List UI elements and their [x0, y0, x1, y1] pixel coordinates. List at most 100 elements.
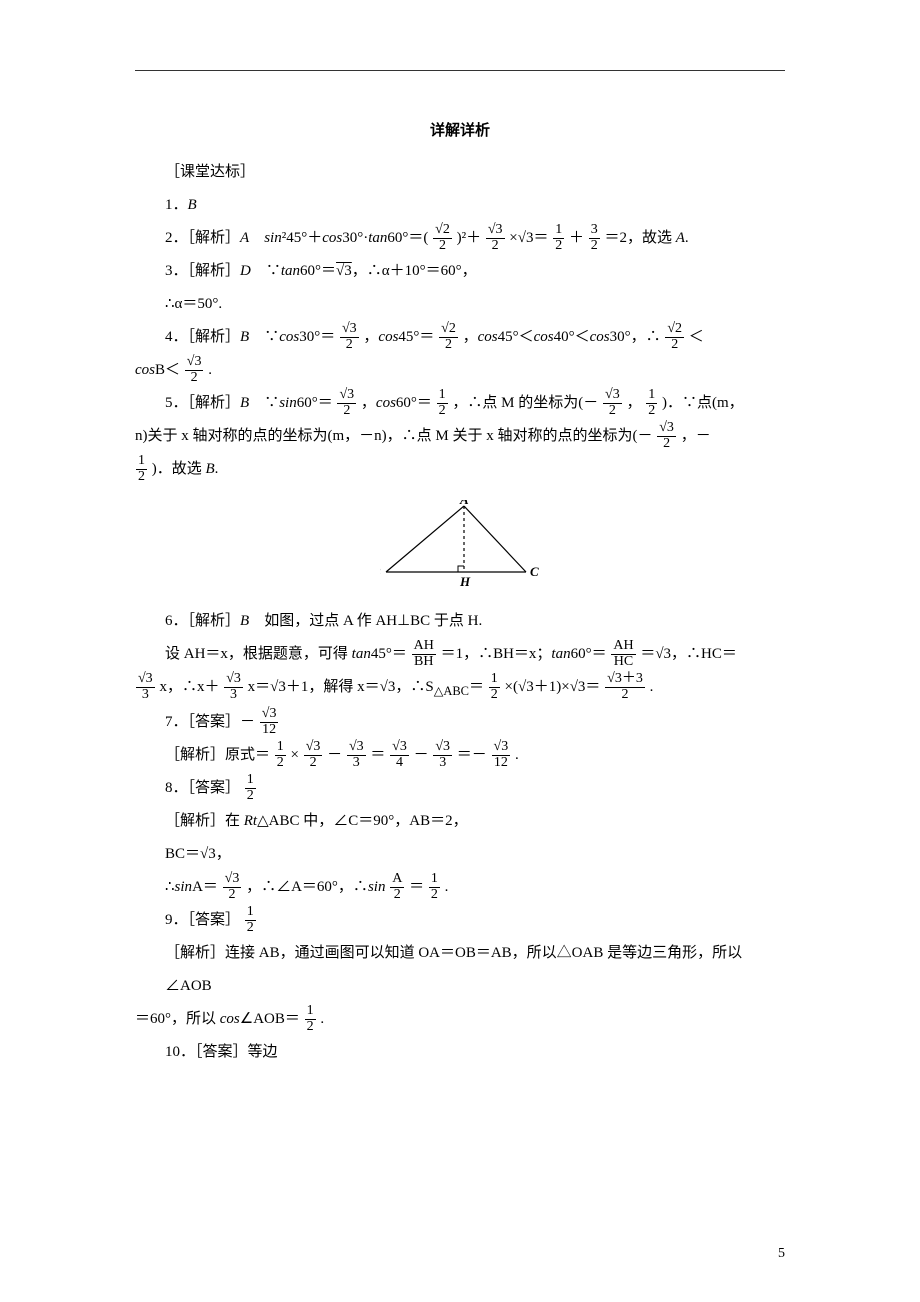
answer-9c: ＝60°，所以 cos∠AOB＝ 12 .	[135, 1003, 785, 1036]
fraction: √22	[433, 223, 452, 253]
den: 2	[340, 338, 359, 353]
fraction: 12	[437, 388, 448, 418]
den: 2	[245, 921, 256, 936]
answer-6b: 设 AH＝x，根据题意，可得 tan45°＝ AHBH ＝1，∴BH＝x；tan…	[135, 638, 785, 671]
num: 3	[589, 223, 600, 239]
num: √3	[136, 672, 155, 688]
text: )²＋	[457, 230, 482, 246]
num: √3＋3	[605, 672, 645, 688]
text: ［解析］原式＝	[165, 747, 270, 763]
fraction: 12	[275, 740, 286, 770]
fraction: AHHC	[611, 639, 635, 669]
answer-4: 4．［解析］B ∵cos30°＝ √32 ，cos45°＝ √22 ，cos45…	[135, 321, 785, 354]
num: √3	[337, 388, 356, 404]
fraction: √32	[304, 740, 323, 770]
text: .	[208, 362, 212, 378]
fraction: √22	[665, 322, 684, 352]
document-page: 详解详析 ［课堂达标］ 1．B 2．［解析］A sin²45°＋cos30°·t…	[0, 0, 920, 1302]
num: √3	[260, 707, 279, 723]
text: ×(√3＋1)×√3＝	[505, 679, 601, 695]
fraction: √32	[185, 355, 204, 385]
num: 1	[437, 388, 448, 404]
num: AH	[611, 639, 635, 655]
text: .	[650, 679, 654, 695]
num: √3	[390, 740, 409, 756]
fraction: 12	[429, 872, 440, 902]
den: 3	[224, 688, 243, 703]
den: 2	[646, 404, 657, 419]
text: ，－	[681, 428, 711, 444]
svg-text:C: C	[530, 564, 539, 579]
answer-8b: ［解析］在 Rt△ABC 中，∠C＝90°，AB＝2，	[135, 805, 785, 838]
fraction: √22	[439, 322, 458, 352]
text: ×√3＝	[509, 230, 548, 246]
answer-3: 3．［解析］D ∵tan60°＝√3，∴α＋10°＝60°，	[135, 255, 785, 288]
text: 7．［答案］－	[165, 714, 255, 730]
num: √3	[304, 740, 323, 756]
answer-3b: ∴α＝50°.	[135, 288, 785, 321]
den: 2	[603, 404, 622, 419]
text: 2．［解析］A sin²45°＋cos30°·tan60°＝(	[165, 230, 428, 246]
fraction: √32	[340, 322, 359, 352]
num: √3	[347, 740, 366, 756]
den: 2	[337, 404, 356, 419]
num: 1	[553, 223, 564, 239]
triangle-figure: ABCH	[135, 500, 785, 595]
den: 2	[136, 470, 147, 485]
text: ＋	[569, 230, 584, 246]
den: 2	[275, 756, 286, 771]
fraction: 12	[245, 773, 256, 803]
answer-6c: √33 x，∴x＋ √33 x＝√3＋1，解得 x＝√3，∴S△ABC＝ 12 …	[135, 671, 785, 706]
answer-8: 8．［答案］ 12	[135, 772, 785, 805]
top-rule	[135, 70, 785, 71]
text: ×	[291, 747, 299, 763]
den: 3	[136, 688, 155, 703]
text: 8．［答案］	[165, 780, 240, 796]
svg-text:H: H	[459, 574, 471, 589]
fraction: 32	[589, 223, 600, 253]
text: ＝2，故选 A.	[604, 230, 688, 246]
num: √3	[603, 388, 622, 404]
text: 9．［答案］	[165, 912, 240, 928]
answer-1: 1．B	[135, 189, 785, 222]
answer-8d: ∴sinA＝ √32 ，∴∠A＝60°，∴sin A2 ＝ 12 .	[135, 871, 785, 904]
num: 1	[136, 454, 147, 470]
fraction: 12	[553, 223, 564, 253]
den: 2	[223, 888, 242, 903]
text: ，∴点 M 的坐标为(－	[452, 395, 598, 411]
den: 2	[657, 437, 676, 452]
den: 2	[429, 888, 440, 903]
fraction: √32	[486, 223, 505, 253]
num: √3	[433, 740, 452, 756]
den: 2	[665, 338, 684, 353]
fraction: A2	[390, 872, 404, 902]
answer-8c: BC＝√3，	[135, 838, 785, 871]
fraction: 12	[305, 1004, 316, 1034]
num: √3	[488, 222, 503, 237]
den: 2	[605, 688, 645, 703]
den: 2	[489, 688, 500, 703]
fraction: √33	[347, 740, 366, 770]
den: 2	[305, 1020, 316, 1035]
den: HC	[611, 655, 635, 670]
answer-7b: ［解析］原式＝ 12 × √32 － √33 ＝ √34 － √33 ＝－ √3…	[135, 739, 785, 772]
den: 2	[486, 239, 505, 254]
num: 1	[245, 773, 256, 789]
den: 2	[553, 239, 564, 254]
den: 2	[439, 338, 458, 353]
fraction: 12	[489, 672, 500, 702]
num: √2	[439, 322, 458, 338]
num: AH	[412, 639, 436, 655]
den: 4	[390, 756, 409, 771]
text: .	[445, 879, 449, 895]
text: ，	[626, 395, 641, 411]
den: 2	[390, 888, 404, 903]
num: √2	[435, 222, 450, 237]
answer-2: 2．［解析］A sin²45°＋cos30°·tan60°＝( √22 )²＋ …	[135, 222, 785, 255]
answer-5b: n)关于 x 轴对称的点的坐标为(m，－n)，∴点 M 关于 x 轴对称的点的坐…	[135, 420, 785, 453]
answer-6: 6．［解析］B 如图，过点 A 作 AH⊥BC 于点 H.	[135, 605, 785, 638]
page-title: 详解详析	[135, 119, 785, 140]
answer-9: 9．［答案］ 12	[135, 904, 785, 937]
fraction: √32	[657, 421, 676, 451]
fraction: 12	[245, 905, 256, 935]
